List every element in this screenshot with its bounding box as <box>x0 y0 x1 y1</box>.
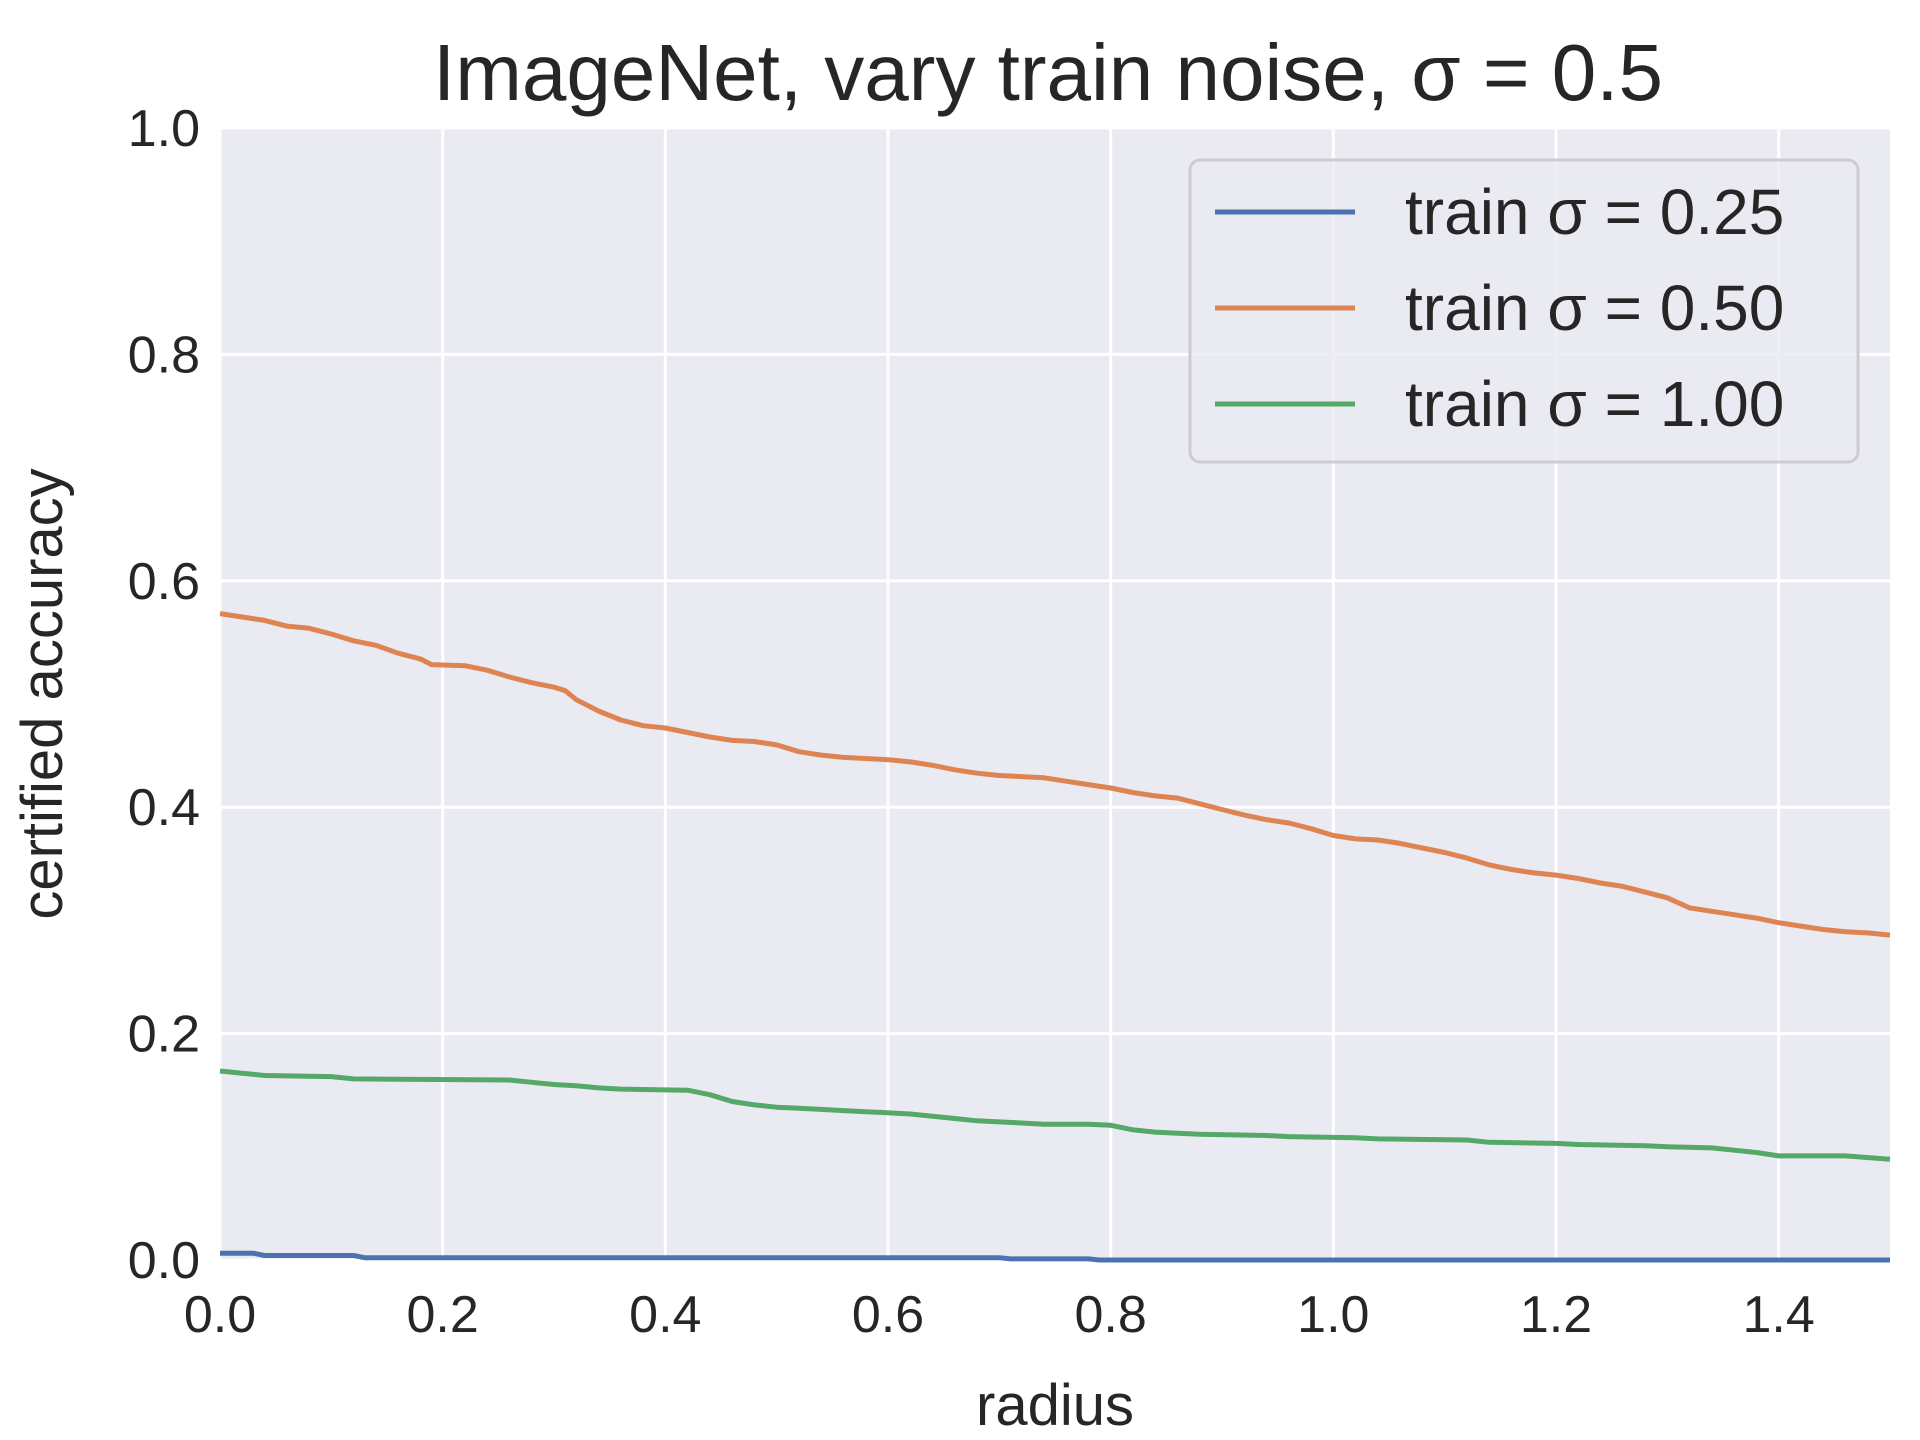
legend: train σ = 0.25 train σ = 0.50 train σ = 1.… <box>1188 158 1860 464</box>
series-line-1 <box>220 1250 1890 1263</box>
y-tick-label: 0.4 <box>128 779 200 837</box>
x-tick-label: 0.8 <box>1075 1286 1147 1344</box>
y-axis-label: certified accuracy <box>10 468 75 919</box>
x-tick-label: 1.0 <box>1297 1286 1369 1344</box>
y-tick-label: 0.0 <box>128 1232 200 1290</box>
series-line-2 <box>219 611 1891 938</box>
legend-frame <box>1188 158 1860 464</box>
y-tick-label: 0.6 <box>128 553 200 611</box>
legend-entry-3: train σ = 1.00 <box>1405 368 1784 440</box>
series-lines <box>219 611 1891 1263</box>
y-tick-label: 1.0 <box>128 100 200 158</box>
y-tick-label: 0.8 <box>128 326 200 384</box>
y-tick-label: 0.2 <box>128 1006 200 1064</box>
series-line-3 <box>219 1068 1891 1162</box>
x-tick-label: 1.4 <box>1743 1286 1815 1344</box>
x-tick-label: 0.6 <box>852 1286 924 1344</box>
x-tick-label: 0.0 <box>184 1286 256 1344</box>
x-tick-label: 0.4 <box>629 1286 701 1344</box>
x-axis-label: radius <box>976 1373 1134 1438</box>
x-tick-label: 0.2 <box>407 1286 479 1344</box>
tick-labels: 0.0 0.2 0.4 0.6 0.8 1.0 1.2 1.4 0.0 0.2 0.4 0.6 0.8 1… <box>128 100 1815 1344</box>
chart-title: ImageNet, vary train noise, σ = 0.5 <box>433 28 1663 117</box>
legend-entry-2: train σ = 0.50 <box>1405 272 1784 344</box>
legend-entry-1: train σ = 0.25 <box>1405 176 1784 248</box>
x-tick-label: 1.2 <box>1520 1286 1592 1344</box>
